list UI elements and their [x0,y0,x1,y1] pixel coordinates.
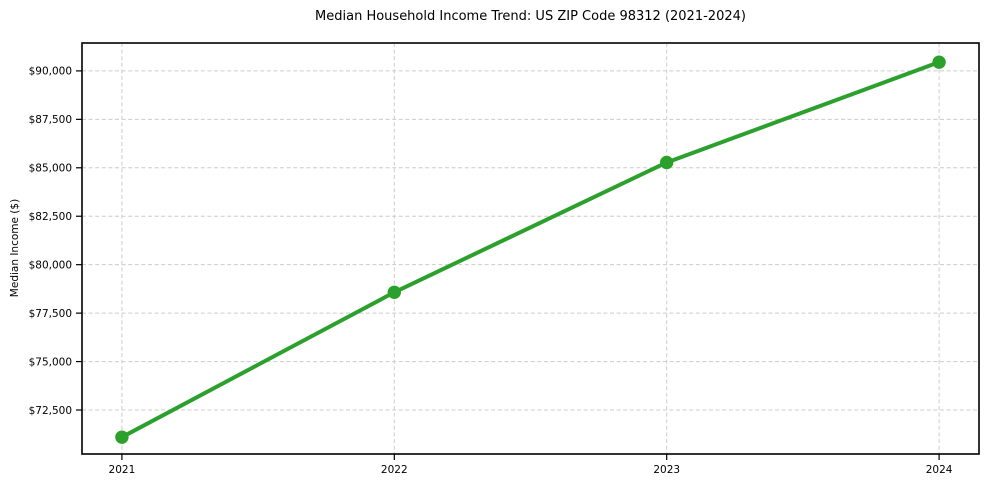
x-tick-label: 2024 [926,464,953,476]
x-tick-label: 2022 [381,464,408,476]
data-point-marker [659,155,674,170]
y-tick-label: $87,500 [29,114,72,126]
x-tick-label: 2023 [653,464,680,476]
y-tick-label: $72,500 [29,405,72,417]
y-tick-label: $80,000 [29,259,72,271]
y-tick-label: $82,500 [29,211,72,223]
y-tick-label: $90,000 [29,66,72,78]
y-tick-label: $77,500 [29,308,72,320]
trend-line [119,60,942,440]
y-axis-label: Median Income ($) [9,198,21,298]
data-point-marker [932,55,946,69]
data-point-marker [115,430,129,444]
chart-title: Median Household Income Trend: US ZIP Co… [315,9,746,24]
data-point-marker [387,285,402,299]
y-tick-label: $85,000 [29,163,72,175]
y-tick-label: $75,000 [29,356,72,368]
x-tick-label: 2021 [109,464,136,476]
plot-border [81,42,980,455]
